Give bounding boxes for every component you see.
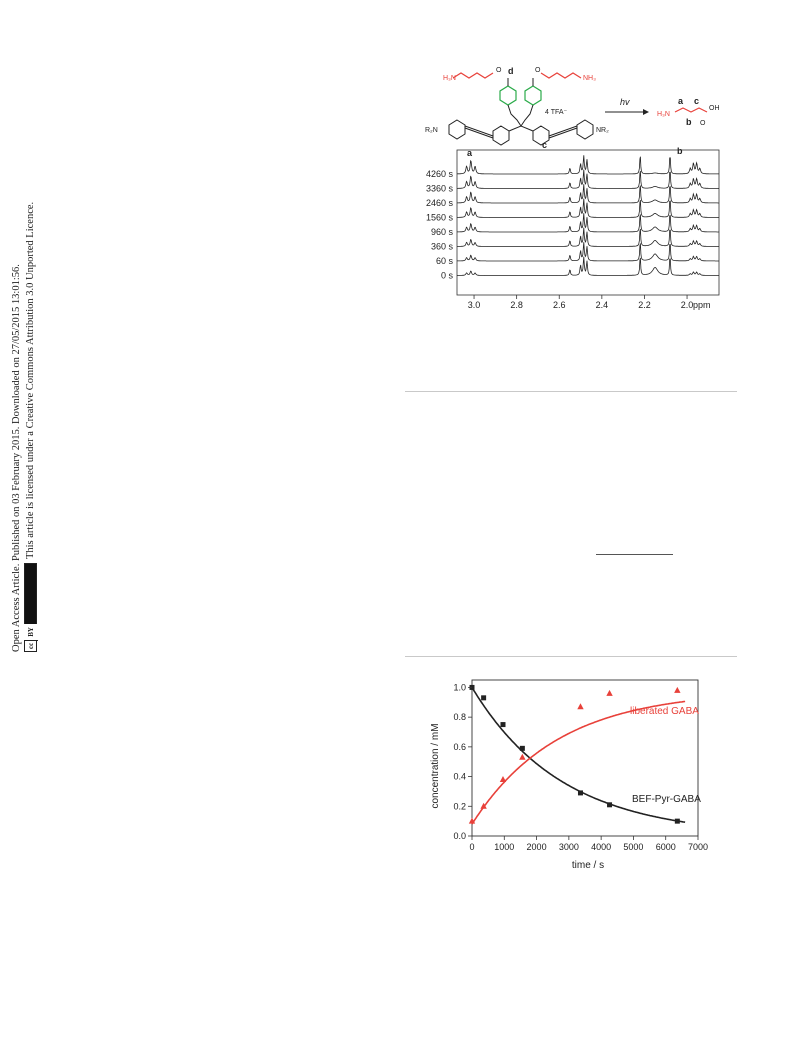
footnote-rule <box>596 554 673 555</box>
nmr-time-label: 3360 s <box>426 184 454 194</box>
scheme-nr2-right: NR₂ <box>596 127 609 134</box>
nmr-peak-label-b: b <box>677 146 683 156</box>
section-divider-1 <box>405 391 737 392</box>
nmr-spectra: 4260 s 3360 s 2460 s 1560 s 960 s 360 s 60 s 0 … <box>426 140 720 310</box>
nmr-tick-label: 2.2 <box>638 300 651 310</box>
y-tick-label: 1.0 <box>453 682 466 692</box>
nmr-trace <box>457 169 719 189</box>
data-point <box>519 745 525 751</box>
svg-text:O: O <box>496 67 502 74</box>
nmr-peak-label-c: c <box>542 140 547 150</box>
x-tick-label: 7000 <box>688 842 708 852</box>
nmr-trace <box>457 227 719 247</box>
data-point <box>481 695 487 701</box>
chemical-scheme: H₃N NH₃ O O d 4 TFA⁻ R₂N NR₂ hv H₃N <box>425 66 720 146</box>
data-point <box>480 802 487 809</box>
licence-sidebar: Open Access Article. Published on 03 Feb… <box>6 200 46 660</box>
x-tick-label: 4000 <box>591 842 611 852</box>
y-tick-label: 0.2 <box>453 801 466 811</box>
plot-frame <box>471 679 699 837</box>
product-oh: OH <box>709 105 720 112</box>
nmr-figure: H₃N NH₃ O O d 4 TFA⁻ R₂N NR₂ hv H₃N <box>425 66 720 310</box>
nmr-time-label: 2460 s <box>426 198 454 208</box>
svg-text:H₃N: H₃N <box>443 75 456 82</box>
nmr-time-label: 4260 s <box>426 169 454 179</box>
product-label-b: b <box>686 117 692 127</box>
data-point <box>607 802 613 808</box>
x-tick-label: 5000 <box>623 842 643 852</box>
y-tick-label: 0.4 <box>453 772 466 782</box>
x-tick-label: 0 <box>469 842 474 852</box>
licence-line-2: cc BY This article is licensed under a C… <box>23 192 38 652</box>
data-point <box>577 790 583 796</box>
data-point <box>468 817 476 824</box>
section-divider-2 <box>405 656 737 657</box>
y-tick-label: 0.8 <box>453 712 466 722</box>
nmr-tick-label: 2.6 <box>553 300 566 310</box>
data-point <box>499 776 507 783</box>
fit-curve <box>471 700 686 825</box>
x-tick-label: 3000 <box>559 842 579 852</box>
nmr-trace <box>457 213 719 233</box>
nmr-time-label: 60 s <box>436 256 454 266</box>
x-tick-label: 6000 <box>656 842 676 852</box>
counter-ion: 4 TFA⁻ <box>545 109 568 116</box>
nmr-unit: ppm <box>693 300 711 310</box>
nmr-tick-label: 2.0 <box>681 300 694 310</box>
svg-text:NH₃: NH₃ <box>583 75 596 82</box>
y-tick-label: 0.0 <box>453 831 466 841</box>
y-axis-label: concentration / mM <box>430 723 441 808</box>
nmr-time-label: 0 s <box>441 271 454 281</box>
cc-icon: cc <box>23 639 38 651</box>
nmr-trace <box>457 256 719 276</box>
cc-by-badge[interactable]: cc BY <box>23 563 38 652</box>
badge-fill <box>25 564 37 625</box>
svg-text:O: O <box>535 67 541 74</box>
nmr-trace <box>457 184 719 204</box>
svg-text:H₃N: H₃N <box>657 111 670 118</box>
nmr-trace <box>457 155 720 175</box>
nmr-trace <box>457 242 719 262</box>
kinetics-chart: 0 1000 2000 3000 4000 5000 6000 7000 0.0 0.2 0.4 0.… <box>430 679 708 871</box>
nmr-time-label: 960 s <box>431 227 454 237</box>
nmr-time-label: 360 s <box>431 242 454 252</box>
nmr-tick-label: 2.8 <box>510 300 523 310</box>
licence-line-1: Open Access Article. Published on 03 Feb… <box>11 264 22 652</box>
data-point <box>500 722 506 728</box>
svg-text:O: O <box>700 120 706 127</box>
arrow-label: hv <box>620 97 630 107</box>
series-label-gaba: liberated GABA <box>630 706 699 717</box>
y-tick-label: 0.6 <box>453 742 466 752</box>
x-tick-label: 2000 <box>527 842 547 852</box>
scheme-label-d: d <box>508 66 514 76</box>
x-tick-label: 1000 <box>494 842 514 852</box>
nmr-trace <box>457 198 719 218</box>
series-label-bef: BEF-Pyr-GABA <box>632 794 701 805</box>
nmr-peak-label-a: a <box>467 148 473 158</box>
licence-text[interactable]: This article is licensed under a Creativ… <box>25 201 36 560</box>
scheme-nr2-left: R₂N <box>425 127 438 134</box>
by-icon: BY <box>23 624 38 640</box>
data-point <box>674 686 681 693</box>
product-label-a: a <box>678 96 684 106</box>
nmr-time-label: 1560 s <box>426 213 454 223</box>
nmr-tick-label: 2.4 <box>596 300 609 310</box>
product-label-c: c <box>694 96 699 106</box>
data-point <box>577 703 584 710</box>
data-point <box>519 753 526 760</box>
nmr-tick-label: 3.0 <box>468 300 481 310</box>
data-point <box>606 689 613 696</box>
data-point <box>674 818 680 824</box>
x-axis-label: time / s <box>572 860 604 871</box>
